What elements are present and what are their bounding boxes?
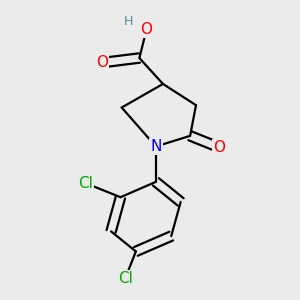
Text: O: O bbox=[140, 22, 152, 37]
Text: Cl: Cl bbox=[118, 271, 133, 286]
Text: H: H bbox=[124, 15, 134, 28]
Text: O: O bbox=[96, 55, 108, 70]
Text: Cl: Cl bbox=[78, 176, 93, 190]
Text: O: O bbox=[214, 140, 226, 155]
Text: N: N bbox=[150, 139, 162, 154]
